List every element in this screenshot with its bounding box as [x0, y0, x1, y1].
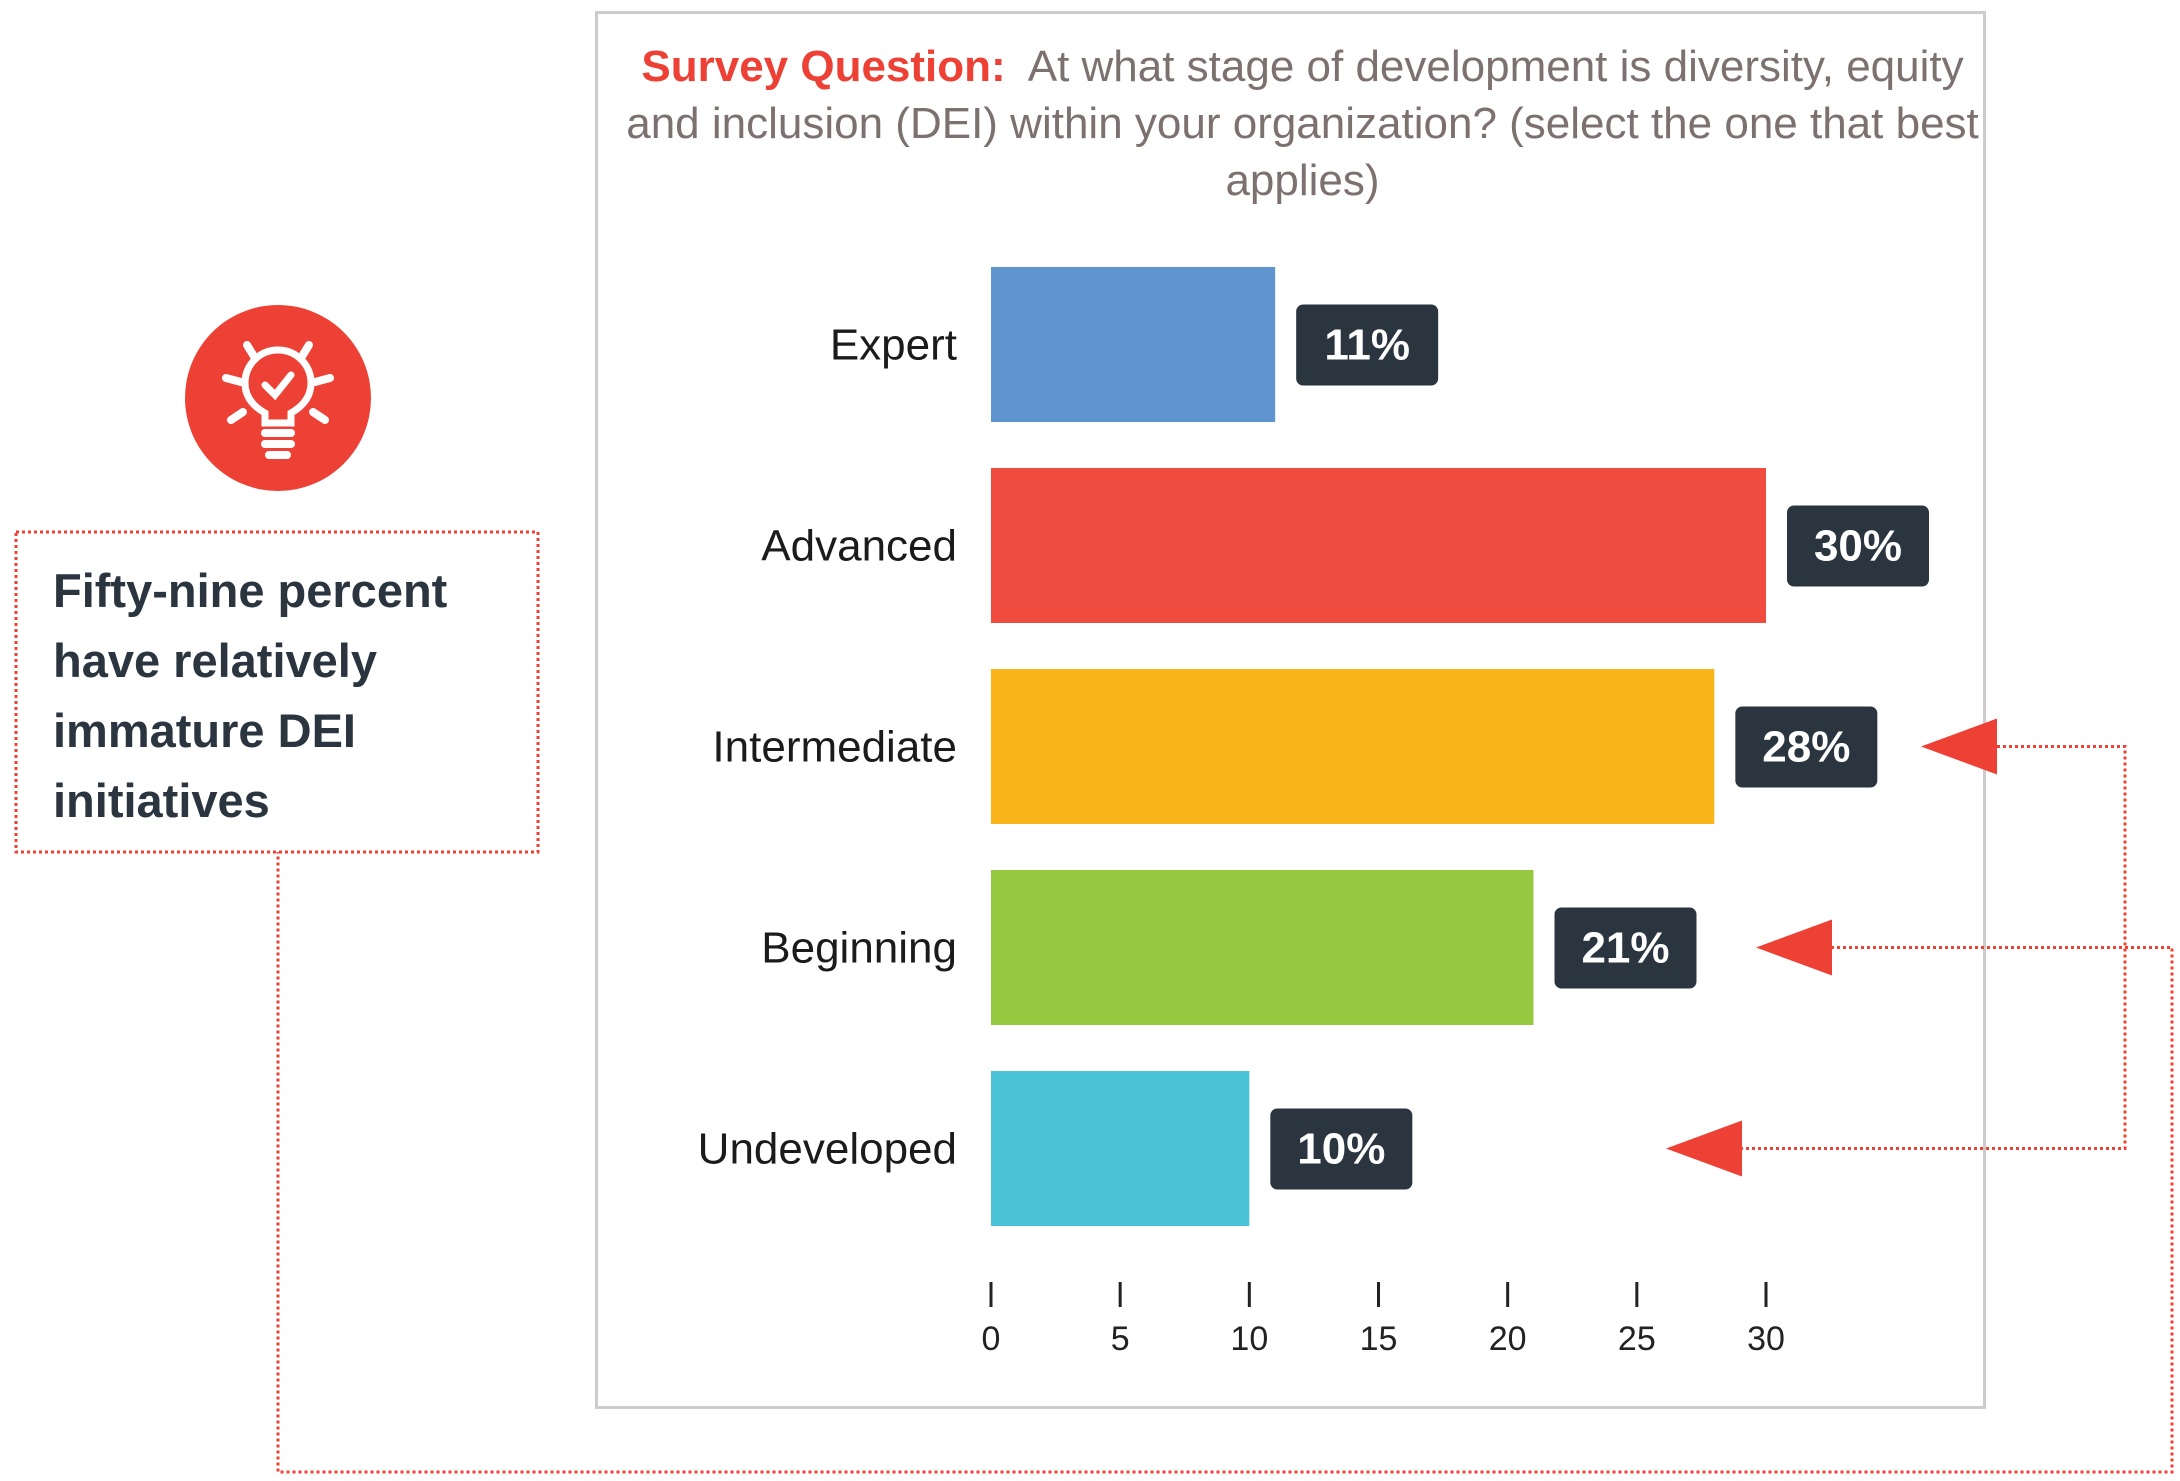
callout-box	[14, 530, 540, 854]
title-text: At what stage of development is diversit…	[626, 42, 1979, 205]
category-label: Advanced	[761, 522, 957, 571]
connector-beginning-callout	[276, 852, 2174, 1474]
value-label-box	[1787, 505, 1929, 587]
value-label: 28%	[1762, 723, 1850, 772]
bar-intermediate	[991, 669, 1715, 824]
category-label: Beginning	[761, 924, 957, 973]
lightbulb-check-icon	[185, 305, 371, 491]
arrow-icon	[1756, 919, 1832, 976]
bar-expert	[991, 267, 1276, 422]
chart-frame	[595, 11, 1986, 1409]
value-label-box	[1270, 1108, 1413, 1190]
x-tick-label: 0	[982, 1320, 1001, 1358]
survey-question-title: Survey Question: At what stage of develo…	[620, 38, 1985, 209]
value-label-box	[1554, 907, 1697, 989]
value-label: 21%	[1581, 924, 1669, 973]
x-tick-label: 10	[1230, 1320, 1268, 1358]
x-tick-label: 15	[1360, 1320, 1398, 1358]
connector-intermediate-undeveloped	[1740, 745, 2127, 1150]
value-label-box	[1296, 304, 1439, 386]
x-tick-label: 20	[1489, 1320, 1527, 1358]
callout-text: Fifty-nine percent have relatively immat…	[53, 564, 448, 827]
title-prefix: Survey Question:	[641, 42, 1006, 91]
arrow-icon	[1921, 718, 1997, 775]
category-label: Expert	[830, 321, 957, 370]
value-label: 10%	[1297, 1125, 1385, 1174]
value-label-box	[1735, 706, 1878, 788]
arrow-icon	[1666, 1120, 1742, 1177]
value-label: 11%	[1324, 321, 1410, 370]
value-label: 30%	[1814, 522, 1902, 571]
x-tick-label: 5	[1111, 1320, 1130, 1358]
bar-beginning	[991, 870, 1534, 1025]
bar-advanced	[991, 468, 1766, 623]
category-label: Undeveloped	[698, 1125, 957, 1174]
category-label: Intermediate	[712, 723, 957, 772]
x-tick-label: 25	[1618, 1320, 1656, 1358]
bar-undeveloped	[991, 1071, 1250, 1226]
x-tick-label: 30	[1747, 1320, 1785, 1358]
